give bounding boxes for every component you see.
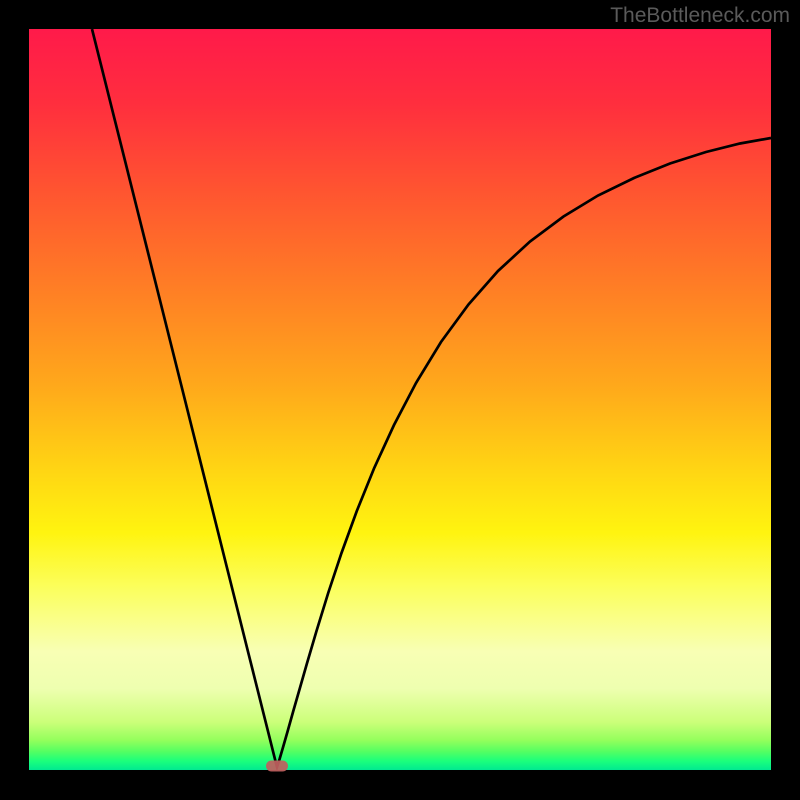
bottleneck-chart: [0, 0, 800, 800]
optimal-point-marker: [266, 761, 288, 772]
gradient-background: [29, 29, 771, 770]
watermark-text: TheBottleneck.com: [610, 4, 790, 28]
